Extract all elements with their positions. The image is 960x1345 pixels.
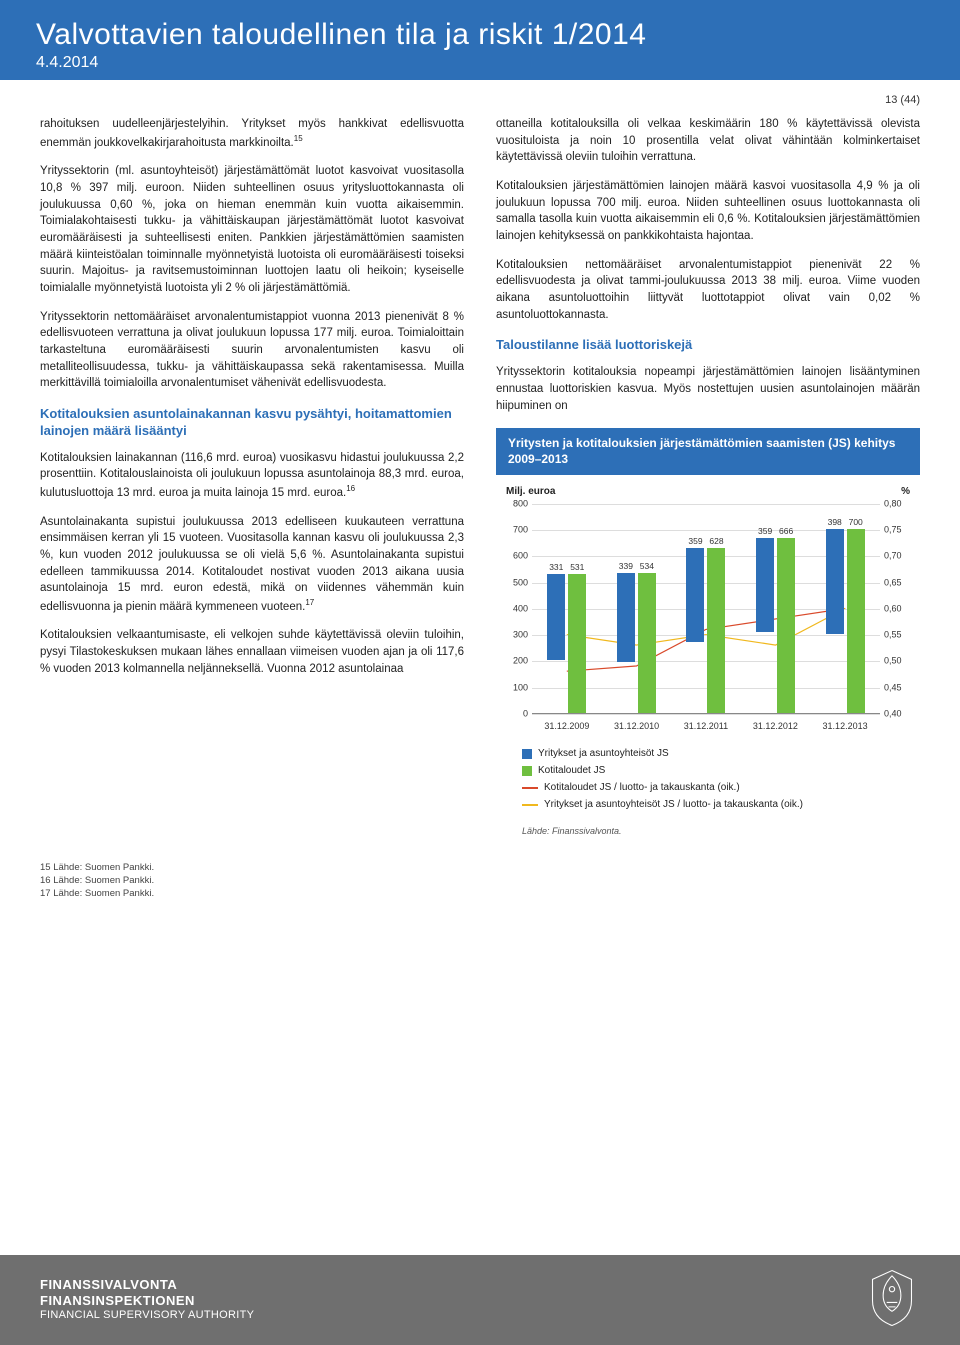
content-columns: rahoituksen uudelleenjärjestelyihin. Yri… bbox=[0, 106, 960, 862]
footer-org-names: FINANSSIVALVONTA FINANSINSPEKTIONEN FINA… bbox=[40, 1277, 254, 1323]
legend-item: Yritykset ja asuntoyhteisöt JS bbox=[522, 745, 906, 762]
paragraph: Asuntolainakanta supistui joulukuussa 20… bbox=[40, 514, 464, 616]
chart-title: Yritysten ja kotitalouksien järjestämätt… bbox=[496, 428, 920, 475]
chart-x-axis: 31.12.200931.12.201031.12.201131.12.2012… bbox=[532, 720, 880, 733]
paragraph: Kotitalouksien velkaantumisaste, eli vel… bbox=[40, 627, 464, 677]
chart-body: Milj. euroa % 8000,807000,756000,705000,… bbox=[496, 475, 920, 842]
subheading: Taloustilanne lisää luottoriskejä bbox=[496, 337, 920, 354]
chart-source: Lähde: Finanssivalvonta. bbox=[502, 819, 914, 838]
subheading: Kotitalouksien asuntolainakannan kasvu p… bbox=[40, 406, 464, 440]
left-column: rahoituksen uudelleenjärjestelyihin. Yri… bbox=[40, 116, 464, 842]
legend-swatch-blue bbox=[522, 749, 532, 759]
legend-line-yellow bbox=[522, 804, 538, 806]
paragraph: Kotitalouksien nettomääräiset arvonalent… bbox=[496, 257, 920, 324]
paragraph: Yrityssektorin nettomääräiset arvonalent… bbox=[40, 309, 464, 392]
document-page: Valvottavien taloudellinen tila ja riski… bbox=[0, 0, 960, 1345]
paragraph: Kotitalouksien lainakannan (116,6 mrd. e… bbox=[40, 450, 464, 502]
footnote: 16 Lähde: Suomen Pankki. bbox=[40, 875, 920, 886]
footnote: 17 Lähde: Suomen Pankki. bbox=[40, 888, 920, 899]
document-title: Valvottavien taloudellinen tila ja riski… bbox=[36, 18, 924, 52]
header-band: Valvottavien taloudellinen tila ja riski… bbox=[0, 0, 960, 80]
paragraph: Yrityssektorin (ml. asuntoyhteisöt) järj… bbox=[40, 163, 464, 296]
chart-plot-area: 8000,807000,756000,705000,654000,603000,… bbox=[532, 504, 880, 714]
paragraph: Yrityssektorin kotitalouksia nopeampi jä… bbox=[496, 364, 920, 414]
legend-line-red bbox=[522, 787, 538, 789]
paragraph: rahoituksen uudelleenjärjestelyihin. Yri… bbox=[40, 116, 464, 151]
chart-legend: Yritykset ja asuntoyhteisöt JS Kotitalou… bbox=[502, 733, 914, 819]
footnotes: 15 Lähde: Suomen Pankki. 16 Lähde: Suome… bbox=[0, 862, 960, 921]
document-date: 4.4.2014 bbox=[36, 54, 924, 72]
chart-container: Yritysten ja kotitalouksien järjestämätt… bbox=[496, 428, 920, 842]
legend-item: Kotitaloudet JS / luotto- ja takauskanta… bbox=[522, 779, 906, 796]
legend-swatch-green bbox=[522, 766, 532, 776]
legend-item: Yritykset ja asuntoyhteisöt JS / luotto-… bbox=[522, 796, 906, 813]
page-number: 13 (44) bbox=[0, 80, 960, 106]
right-column: ottaneilla kotitalouksilla oli velkaa ke… bbox=[496, 116, 920, 842]
legend-item: Kotitaloudet JS bbox=[522, 762, 906, 779]
axis-labels: Milj. euroa % bbox=[502, 485, 914, 504]
paragraph: Kotitalouksien järjestämättömien lainoje… bbox=[496, 178, 920, 245]
footer-crest-icon bbox=[864, 1267, 920, 1334]
footer: FINANSSIVALVONTA FINANSINSPEKTIONEN FINA… bbox=[0, 1255, 960, 1345]
footnote: 15 Lähde: Suomen Pankki. bbox=[40, 862, 920, 873]
paragraph: ottaneilla kotitalouksilla oli velkaa ke… bbox=[496, 116, 920, 166]
